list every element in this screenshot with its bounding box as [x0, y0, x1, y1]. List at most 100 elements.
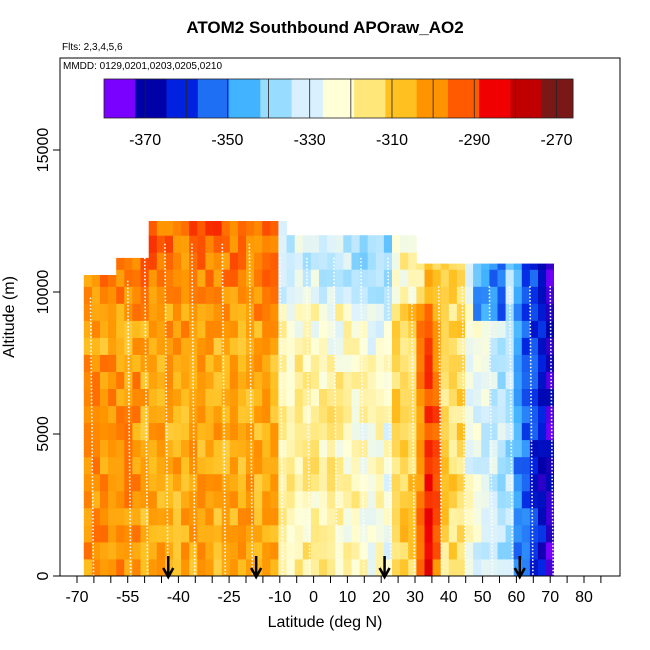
- heatmap-cell: [213, 337, 223, 355]
- heatmap-cell: [278, 354, 287, 372]
- heatmap-cell: [108, 507, 117, 526]
- heatmap-cell: [262, 235, 271, 253]
- heatmap-cell: [83, 371, 93, 389]
- heatmap-cell: [465, 541, 474, 560]
- heatmap-cell: [310, 269, 320, 287]
- heatmap-cell: [327, 405, 336, 424]
- heatmap-cell: [424, 320, 434, 338]
- heatmap-cell: [546, 490, 554, 509]
- heatmap-cell: [189, 269, 198, 287]
- heatmap-cell: [213, 439, 223, 458]
- heatmap-cell: [229, 422, 239, 441]
- heatmap-cell: [237, 221, 247, 236]
- heatmap-cell: [100, 337, 109, 355]
- heatmap-cell: [246, 422, 255, 441]
- heatmap-cell: [229, 405, 239, 424]
- heatmap-cell: [351, 559, 361, 576]
- heatmap-cell: [229, 235, 239, 253]
- heatmap-cell: [294, 422, 304, 441]
- heatmap-cell: [456, 456, 466, 475]
- heatmap-cell: [221, 221, 231, 236]
- heatmap-cell: [432, 490, 442, 509]
- heatmap-cell: [132, 559, 141, 576]
- heatmap-cell: [221, 559, 231, 576]
- heatmap-cell: [440, 371, 450, 389]
- heatmap-cell: [432, 524, 442, 543]
- heatmap-cell: [521, 269, 531, 287]
- heatmap-cell: [132, 541, 141, 560]
- heatmap-cell: [359, 235, 369, 253]
- heatmap-cell: [400, 388, 409, 407]
- heatmap-cell: [513, 507, 523, 526]
- heatmap-cell: [310, 490, 320, 509]
- heatmap-cell: [164, 337, 174, 355]
- heatmap-cell: [181, 286, 190, 304]
- flight-profile-line: [529, 286, 534, 576]
- heatmap-cell: [367, 269, 377, 287]
- heatmap-cell: [189, 221, 198, 236]
- heatmap-cell: [140, 439, 150, 458]
- heatmap-cell: [83, 286, 93, 304]
- heatmap-cell: [310, 541, 320, 560]
- heatmap-cell: [229, 388, 239, 407]
- heatmap-cell: [343, 320, 352, 338]
- heatmap-cell: [359, 456, 369, 475]
- heatmap-cell: [392, 371, 401, 389]
- heatmap-cell: [327, 269, 336, 287]
- heatmap-cell: [213, 388, 223, 407]
- heatmap-cell: [100, 541, 109, 560]
- heatmap-cell: [359, 541, 369, 560]
- heatmap-cell: [262, 473, 271, 492]
- heatmap-cell: [359, 559, 369, 576]
- heatmap-cell: [205, 456, 214, 475]
- heatmap-cell: [392, 252, 401, 270]
- heatmap-cell: [392, 473, 401, 492]
- heatmap-cell: [489, 337, 498, 355]
- heatmap-cell: [278, 388, 287, 407]
- heatmap-cell: [465, 337, 474, 355]
- heatmap-cell: [481, 263, 490, 270]
- heatmap-cell: [529, 473, 539, 492]
- heatmap-cell: [546, 263, 554, 270]
- heatmap-cell: [351, 371, 361, 389]
- flight-profile-line: [191, 243, 196, 576]
- heatmap-cell: [173, 235, 182, 253]
- heatmap-cell: [262, 405, 271, 424]
- heatmap-cell: [181, 221, 190, 236]
- heatmap-cell: [132, 422, 141, 441]
- heatmap-cell: [538, 354, 547, 372]
- x-tick-label: 50: [474, 589, 492, 606]
- heatmap-cell: [392, 286, 401, 304]
- colorbar-swatch: [104, 79, 136, 118]
- heatmap-cell: [148, 354, 158, 372]
- heatmap-cell: [375, 337, 385, 355]
- heatmap-cell: [205, 320, 214, 338]
- heatmap-cell: [278, 286, 287, 304]
- heatmap-cell: [505, 490, 515, 509]
- heatmap-cell: [197, 221, 206, 236]
- heatmap-cell: [100, 320, 109, 338]
- heatmap-cell: [529, 490, 539, 509]
- heatmap-cell: [221, 541, 231, 560]
- heatmap-cell: [148, 235, 158, 253]
- heatmap-cell: [164, 507, 174, 526]
- heatmap-cell: [246, 439, 255, 458]
- heatmap-cell: [294, 286, 304, 304]
- heatmap-cell: [465, 456, 474, 475]
- heatmap-cell: [327, 235, 336, 253]
- heatmap-cell: [359, 303, 369, 321]
- heatmap-cell: [529, 439, 539, 458]
- heatmap-cell: [254, 303, 263, 321]
- heatmap-cell: [375, 473, 385, 492]
- heatmap-cell: [262, 252, 271, 270]
- heatmap-cell: [124, 490, 133, 509]
- heatmap-cell: [156, 303, 166, 321]
- heatmap-cell: [367, 524, 377, 543]
- heatmap-cell: [100, 405, 109, 424]
- heatmap-cell: [456, 269, 466, 287]
- heatmap-cell: [513, 320, 523, 338]
- heatmap-cell: [83, 490, 93, 509]
- heatmap-cell: [448, 263, 458, 270]
- heatmap-cell: [302, 388, 312, 407]
- heatmap-cell: [302, 371, 312, 389]
